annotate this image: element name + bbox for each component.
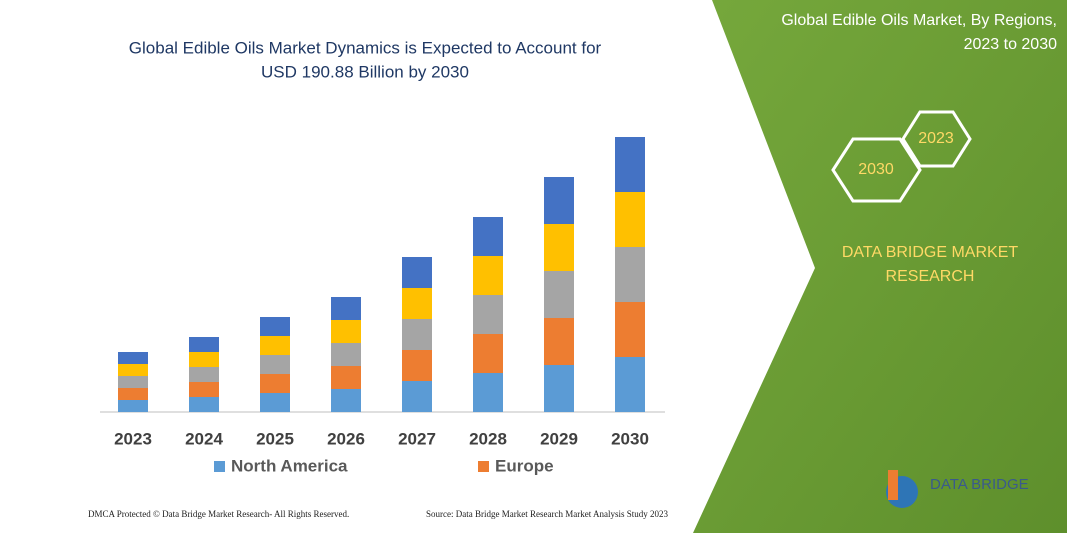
brand-text: DATA BRIDGE MARKET bbox=[842, 244, 1019, 261]
side-panel bbox=[693, 0, 1067, 533]
x-tick-label: 2026 bbox=[327, 429, 365, 448]
bar-segment bbox=[402, 288, 432, 319]
bar-segment bbox=[260, 317, 290, 336]
bar-segment bbox=[331, 366, 361, 389]
bar-segment bbox=[118, 364, 148, 376]
bar-segment bbox=[189, 337, 219, 352]
chart-title: USD 190.88 Billion by 2030 bbox=[261, 62, 469, 81]
bar-segment bbox=[544, 177, 574, 224]
bar-segment bbox=[615, 192, 645, 247]
bar-segment bbox=[189, 382, 219, 397]
x-tick-label: 2025 bbox=[256, 429, 294, 448]
hexagon-label: 2030 bbox=[858, 161, 894, 178]
bar-segment bbox=[118, 388, 148, 400]
panel-title: Global Edible Oils Market, By Regions, bbox=[781, 12, 1057, 29]
bar-segment bbox=[260, 393, 290, 412]
bar-segment bbox=[473, 217, 503, 256]
hexagon bbox=[831, 137, 922, 203]
x-tick-label: 2023 bbox=[114, 429, 152, 448]
logo-text: DATA BRIDGE bbox=[930, 476, 1029, 493]
bar-segment bbox=[189, 367, 219, 382]
bar-segment bbox=[118, 376, 148, 388]
bar-segment bbox=[402, 319, 432, 350]
x-tick-label: 2024 bbox=[185, 429, 223, 448]
bar-segment bbox=[402, 381, 432, 412]
hexagon bbox=[901, 110, 972, 168]
bar-segment bbox=[402, 350, 432, 381]
bar-segment bbox=[544, 271, 574, 318]
bar-segment bbox=[473, 373, 503, 412]
bar-segment bbox=[331, 389, 361, 412]
bar-segment bbox=[189, 352, 219, 367]
bar-segment bbox=[615, 357, 645, 412]
chart-title: Global Edible Oils Market Dynamics is Ex… bbox=[129, 38, 602, 57]
x-tick-label: 2028 bbox=[469, 429, 507, 448]
hexagon-label: 2023 bbox=[918, 130, 954, 147]
footer-right: Source: Data Bridge Market Research Mark… bbox=[426, 509, 668, 519]
bar-segment bbox=[260, 355, 290, 374]
brand-text: RESEARCH bbox=[886, 268, 975, 285]
bar-segment bbox=[473, 334, 503, 373]
bar-segment bbox=[331, 343, 361, 366]
bar-segment bbox=[544, 318, 574, 365]
bar-segment bbox=[615, 137, 645, 192]
x-tick-label: 2030 bbox=[611, 429, 649, 448]
bar-segment bbox=[260, 336, 290, 355]
bar-segment bbox=[118, 400, 148, 412]
logo-icon bbox=[888, 470, 898, 500]
bar-segment bbox=[189, 397, 219, 412]
bar-segment bbox=[544, 224, 574, 271]
bar-segment bbox=[473, 256, 503, 295]
bar-segment bbox=[331, 320, 361, 343]
bar-segment bbox=[544, 365, 574, 412]
legend-swatch bbox=[214, 461, 225, 472]
footer-left: DMCA Protected © Data Bridge Market Rese… bbox=[88, 509, 349, 519]
bar-segment bbox=[118, 352, 148, 364]
bar-segment bbox=[615, 247, 645, 302]
legend-swatch bbox=[478, 461, 489, 472]
bar-segment bbox=[331, 297, 361, 320]
bar-segment bbox=[473, 295, 503, 334]
bar-segment bbox=[615, 302, 645, 357]
legend-label: North America bbox=[231, 456, 348, 475]
bar-segment bbox=[402, 257, 432, 288]
x-tick-label: 2029 bbox=[540, 429, 578, 448]
x-tick-label: 2027 bbox=[398, 429, 436, 448]
legend-label: Europe bbox=[495, 456, 554, 475]
bar-segment bbox=[260, 374, 290, 393]
panel-title: 2023 to 2030 bbox=[964, 36, 1058, 53]
